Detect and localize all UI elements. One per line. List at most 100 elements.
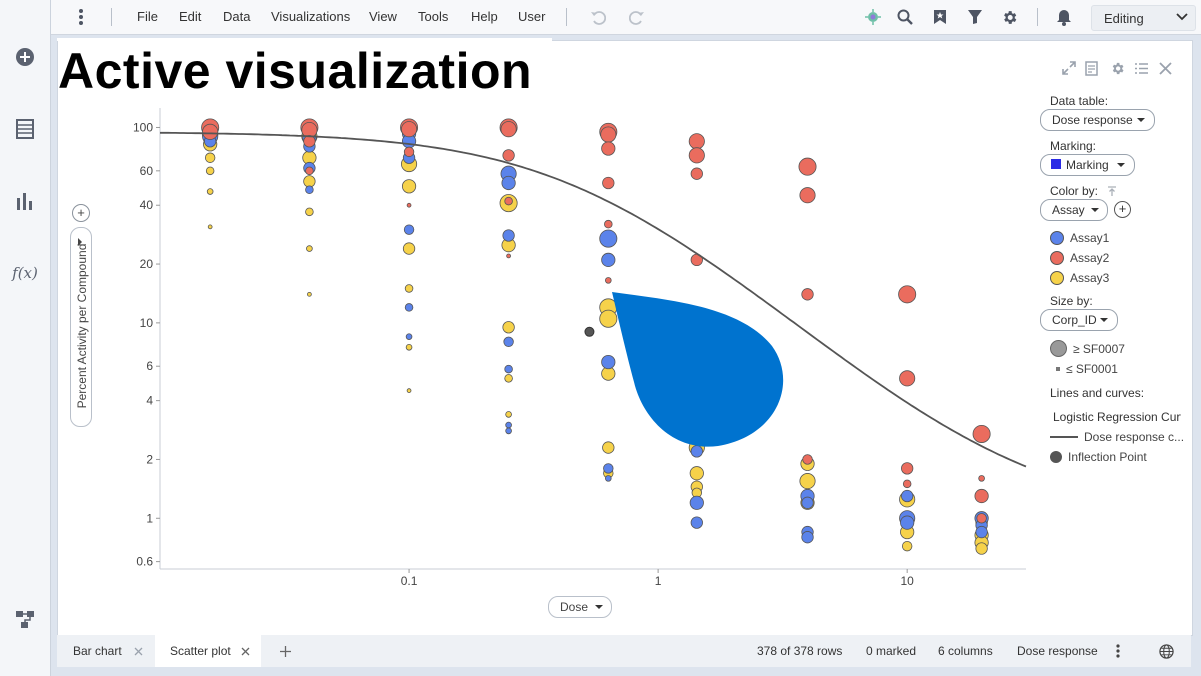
data-point-assay2	[801, 288, 814, 301]
data-point-assay1	[403, 224, 415, 235]
legend-curve-item[interactable]: Dose response c...	[1050, 430, 1184, 444]
marking-label: Marking:	[1050, 139, 1097, 153]
data-point-assay2	[403, 146, 415, 158]
data-point-assay2	[901, 462, 914, 475]
menu-file[interactable]: File	[137, 9, 158, 24]
maximize-icon[interactable]	[1059, 58, 1079, 78]
data-point-assay1	[975, 525, 988, 539]
tab-scatter-plot[interactable]: Scatter plot	[155, 635, 261, 667]
data-point-assay3	[405, 343, 413, 351]
data-point-assay1	[405, 333, 413, 340]
y-tick-label: 2	[146, 452, 153, 466]
data-point-assay3	[307, 291, 312, 297]
data-point-assay1	[504, 364, 513, 374]
data-point-assay2	[401, 121, 418, 138]
data-point-assay2	[974, 488, 989, 504]
mode-dropdown[interactable]: Editing	[1091, 5, 1196, 31]
menu-data[interactable]: Data	[223, 9, 251, 24]
more-menu-icon[interactable]	[71, 7, 91, 27]
column-count: 6 columns	[938, 644, 993, 658]
data-table-label: Data table:	[1050, 94, 1109, 108]
data-point-assay2	[976, 513, 987, 524]
y-tick-label: 6	[146, 359, 153, 373]
scatter-chart[interactable]: 0.6 1 2 4 6 10 20 40 60 100 0.1 1 10	[57, 100, 1037, 600]
data-point-assay3	[504, 374, 513, 383]
size-min-swatch	[1056, 367, 1060, 371]
sort-icon[interactable]	[1106, 185, 1118, 197]
menu-view[interactable]: View	[369, 9, 397, 24]
marked-count: 0 marked	[866, 644, 917, 658]
undo-icon[interactable]	[588, 7, 608, 27]
data-point-assay1	[501, 175, 516, 191]
status-table-name[interactable]: Dose response	[1017, 644, 1098, 658]
description-icon[interactable]	[1082, 58, 1102, 78]
close-tab-icon[interactable]	[241, 647, 250, 656]
add-page-button[interactable]	[279, 635, 297, 667]
function-icon[interactable]: f(x)	[12, 264, 38, 282]
data-point-assay3	[404, 284, 414, 293]
marking-color-swatch	[1051, 159, 1061, 169]
inflection-label: Inflection Point	[1068, 450, 1147, 464]
data-point-assay1	[801, 496, 814, 509]
legend-item-assay1[interactable]: Assay1	[1050, 231, 1109, 245]
lines-label: Lines and curves:	[1050, 386, 1145, 400]
close-icon[interactable]	[1155, 58, 1175, 78]
legend-size-max: ≥ SF0007	[1050, 340, 1125, 357]
panel-top-strip	[57, 38, 552, 41]
data-point-assay3	[599, 309, 618, 328]
data-point-assay1	[599, 229, 618, 248]
notifications-icon[interactable]	[1054, 7, 1074, 27]
data-point-assay3	[502, 321, 515, 334]
data-point-assay1	[404, 303, 414, 312]
data-point-assay2	[898, 285, 917, 304]
legend-toggle-icon[interactable]	[1131, 58, 1151, 78]
bookmark-icon[interactable]	[930, 7, 950, 27]
size-max-label: ≥ SF0007	[1073, 341, 1125, 356]
y-tick-label: 4	[146, 394, 153, 408]
marking-caret-icon	[1117, 163, 1125, 167]
x-axis-selector[interactable]: Dose	[548, 596, 612, 618]
search-icon[interactable]	[895, 7, 915, 27]
data-point-assay1	[601, 354, 616, 370]
settings-icon[interactable]	[999, 7, 1019, 27]
close-tab-icon[interactable]	[134, 647, 143, 656]
menu-visualizations[interactable]: Visualizations	[271, 9, 351, 24]
data-point-assay3	[207, 224, 213, 230]
data-point-assay3	[799, 473, 816, 490]
data-table-selector[interactable]: Dose response	[1040, 109, 1155, 131]
y-axis-caret-icon	[78, 238, 82, 246]
menu-help[interactable]: Help	[471, 9, 498, 24]
redo-icon[interactable]	[627, 7, 647, 27]
y-axis-add-button[interactable]: +	[72, 204, 90, 222]
size-by-selector[interactable]: Corp_ID	[1040, 309, 1118, 331]
legend-inflection-item[interactable]: Inflection Point	[1050, 450, 1147, 464]
menu-edit[interactable]: Edit	[179, 9, 202, 24]
menu-user[interactable]: User	[518, 9, 546, 24]
status-more-icon[interactable]	[1108, 641, 1128, 661]
color-by-selector[interactable]: Assay	[1040, 199, 1108, 221]
tab-bar-chart[interactable]: Bar chart	[57, 635, 155, 667]
y-axis-selector[interactable]: Percent Activity per Compound	[70, 227, 92, 427]
legend-item-assay2[interactable]: Assay2	[1050, 251, 1109, 265]
data-table-icon[interactable]	[10, 114, 40, 144]
data-point-assay2	[902, 479, 912, 489]
droplet-shape	[612, 292, 784, 447]
marking-selector[interactable]: Marking	[1040, 154, 1135, 176]
viz-settings-icon[interactable]	[1107, 58, 1127, 78]
data-point-assay3	[975, 542, 988, 555]
y-tick-label: 100	[133, 120, 153, 134]
add-color-axis-button[interactable]: +	[1114, 201, 1131, 218]
data-flow-icon[interactable]	[10, 604, 40, 634]
visualization-icon[interactable]	[10, 186, 40, 216]
recommendations-icon[interactable]	[863, 7, 883, 27]
visualization-title[interactable]: Active visualization	[58, 43, 533, 99]
legend-item-assay3[interactable]: Assay3	[1050, 271, 1109, 285]
data-point-assay3	[505, 411, 512, 418]
menu-tools[interactable]: Tools	[418, 9, 449, 24]
filter-icon[interactable]	[965, 7, 985, 27]
data-point-assay3	[305, 207, 314, 217]
add-icon[interactable]	[10, 42, 40, 72]
globe-icon[interactable]	[1157, 642, 1175, 660]
data-table-value: Dose response	[1052, 113, 1133, 127]
data-point-assay2	[506, 253, 511, 259]
